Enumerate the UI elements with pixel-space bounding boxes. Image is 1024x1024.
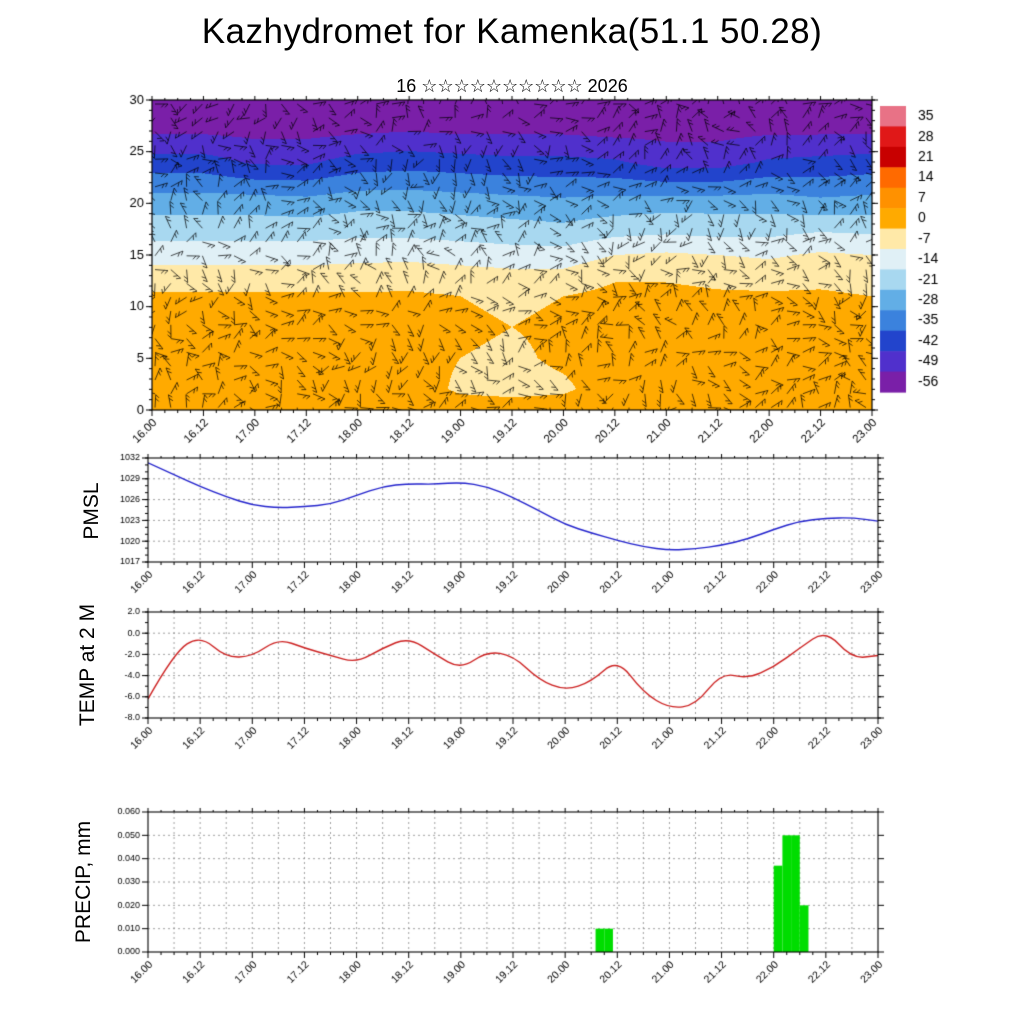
chart-title: Kazhydromet for Kamenka(51.1 50.28) xyxy=(201,12,823,51)
precip-axis-label: PRECIP, mm xyxy=(72,820,95,944)
temperature-colorbar xyxy=(872,98,1022,418)
cross-section-panel xyxy=(100,94,900,464)
temp-panel xyxy=(94,604,904,764)
pmsl-panel xyxy=(94,450,904,605)
precip-panel xyxy=(94,804,904,1019)
chart-subtitle: 16 ☆☆☆☆☆☆☆☆☆☆ 2026 xyxy=(396,76,628,96)
